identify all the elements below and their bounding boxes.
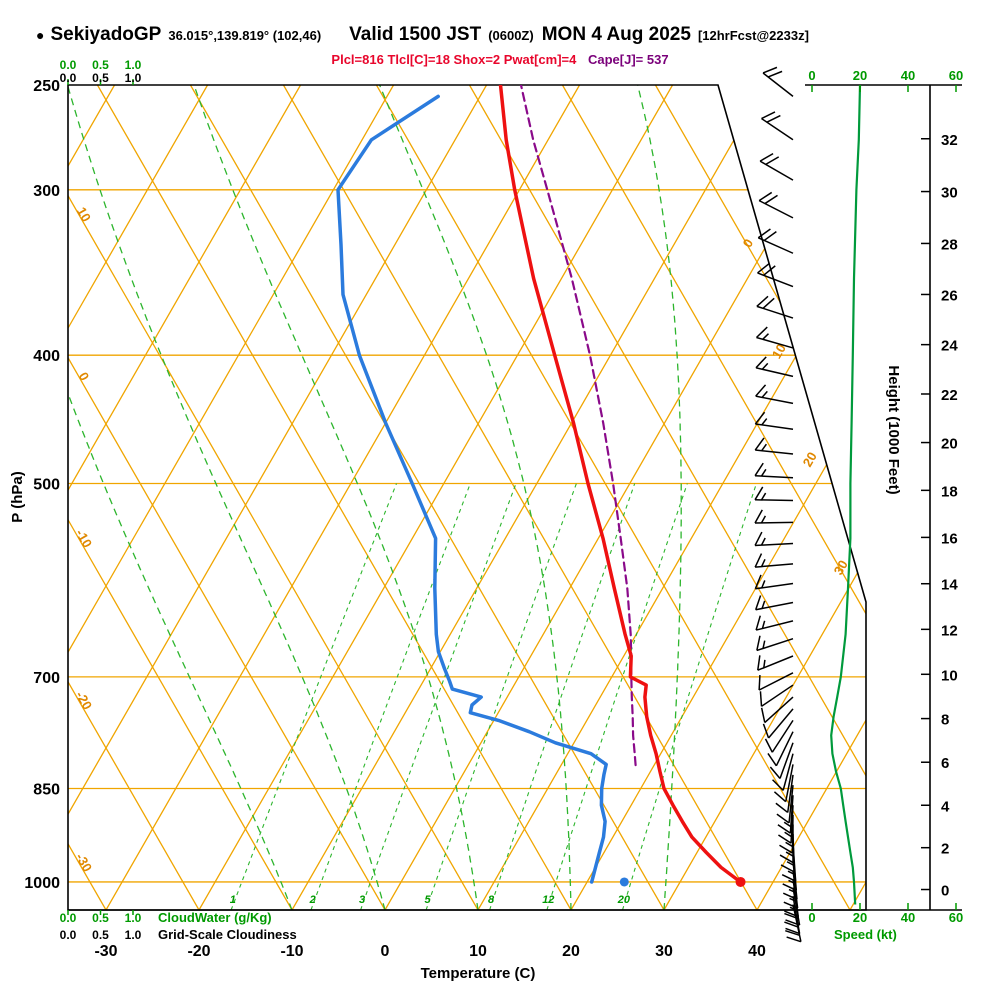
svg-text:5: 5 xyxy=(425,894,432,906)
svg-text:20: 20 xyxy=(853,68,867,83)
svg-text:3: 3 xyxy=(359,894,365,906)
forecast-tag: [12hrFcst@2233z] xyxy=(697,28,809,43)
svg-text:-10: -10 xyxy=(73,527,95,551)
svg-text:20: 20 xyxy=(853,910,867,925)
surface-markers xyxy=(619,876,746,887)
svg-text:0.5: 0.5 xyxy=(92,58,109,72)
speed-axis-title: Speed (kt) xyxy=(834,927,897,942)
svg-text:18: 18 xyxy=(941,483,958,500)
station-coords: 36.015°,139.819° (102,46) xyxy=(168,28,322,43)
svg-text:14: 14 xyxy=(941,577,958,594)
chart-title: ● SekiyadoGP 36.015°,139.819° (102,46) V… xyxy=(36,24,986,46)
pressure-axis-title: P (hPa) xyxy=(9,471,26,522)
svg-text:0.0: 0.0 xyxy=(60,928,77,942)
svg-text:4: 4 xyxy=(941,798,950,815)
svg-text:0.0: 0.0 xyxy=(60,71,77,85)
svg-text:0.5: 0.5 xyxy=(92,71,109,85)
svg-text:10: 10 xyxy=(74,204,94,224)
svg-text:0: 0 xyxy=(941,883,949,900)
svg-text:1: 1 xyxy=(230,894,236,906)
valid-date: MON 4 Aug 2025 xyxy=(541,24,691,45)
svg-text:300: 300 xyxy=(33,183,60,200)
svg-text:250: 250 xyxy=(33,78,60,95)
svg-text:26: 26 xyxy=(941,287,958,304)
svg-text:8: 8 xyxy=(941,712,949,729)
svg-text:700: 700 xyxy=(33,670,60,687)
svg-text:8: 8 xyxy=(488,894,495,906)
svg-text:40: 40 xyxy=(901,910,915,925)
svg-text:6: 6 xyxy=(941,755,949,772)
svg-text:1.0: 1.0 xyxy=(125,911,142,925)
wind-barbs xyxy=(754,66,802,943)
svg-text:0: 0 xyxy=(740,236,757,250)
svg-text:20: 20 xyxy=(562,943,580,960)
svg-text:10: 10 xyxy=(769,341,789,361)
station-bullet: ● xyxy=(36,27,45,43)
svg-text:40: 40 xyxy=(748,943,766,960)
station-name: SekiyadoGP xyxy=(50,24,162,45)
svg-text:12: 12 xyxy=(941,622,958,639)
svg-text:1000: 1000 xyxy=(24,875,60,892)
valid-time: Valid 1500 JST xyxy=(349,24,482,45)
plot-borders xyxy=(67,84,962,911)
svg-text:60: 60 xyxy=(949,68,963,83)
svg-text:-10: -10 xyxy=(280,943,303,960)
sounding-curves xyxy=(336,85,743,884)
svg-text:16: 16 xyxy=(941,530,958,547)
temperature-axis-title: Temperature (C) xyxy=(421,965,536,982)
svg-text:10: 10 xyxy=(941,667,958,684)
svg-text:60: 60 xyxy=(949,910,963,925)
svg-text:1.0: 1.0 xyxy=(125,928,142,942)
svg-text:0: 0 xyxy=(808,68,815,83)
svg-text:400: 400 xyxy=(33,348,60,365)
svg-text:32: 32 xyxy=(941,132,958,149)
svg-text:0: 0 xyxy=(381,943,390,960)
svg-text:22: 22 xyxy=(941,387,958,404)
svg-text:0: 0 xyxy=(76,370,93,384)
svg-text:1.0: 1.0 xyxy=(125,71,142,85)
moisture-grid-lines xyxy=(68,85,757,910)
wind-speed-profile xyxy=(830,84,862,905)
svg-text:10: 10 xyxy=(469,943,487,960)
svg-text:0.5: 0.5 xyxy=(92,928,109,942)
cloudwater-label: CloudWater (g/Kg) xyxy=(158,910,272,925)
cloudiness-label: Grid-Scale Cloudiness xyxy=(158,927,297,942)
height-axis-title: Height (1000 Feet) xyxy=(885,365,902,494)
indices-main: Plcl=816 Tlcl[C]=18 Shox=2 Pwat[cm]=4 xyxy=(331,52,577,67)
valid-zulu: (0600Z) xyxy=(488,28,534,43)
svg-text:20: 20 xyxy=(941,436,958,453)
svg-text:12: 12 xyxy=(542,894,554,906)
svg-text:0: 0 xyxy=(808,910,815,925)
svg-text:24: 24 xyxy=(941,338,958,355)
svg-text:2: 2 xyxy=(309,894,316,906)
svg-text:30: 30 xyxy=(655,943,673,960)
svg-text:500: 500 xyxy=(33,476,60,493)
svg-text:20: 20 xyxy=(617,894,631,906)
svg-text:0.0: 0.0 xyxy=(60,58,77,72)
svg-text:850: 850 xyxy=(33,782,60,799)
svg-text:28: 28 xyxy=(941,236,958,253)
stability-indices: Plcl=816 Tlcl[C]=18 Shox=2 Pwat[cm]=4 Ca… xyxy=(0,52,1000,67)
svg-text:2: 2 xyxy=(941,841,949,858)
svg-text:0.5: 0.5 xyxy=(92,911,109,925)
svg-text:-30: -30 xyxy=(73,851,95,875)
indices-cape: Cape[J]= 537 xyxy=(588,52,669,67)
svg-text:-20: -20 xyxy=(187,943,210,960)
svg-text:-20: -20 xyxy=(73,689,95,713)
svg-text:30: 30 xyxy=(941,185,958,202)
svg-text:1.0: 1.0 xyxy=(125,58,142,72)
svg-text:40: 40 xyxy=(901,68,915,83)
svg-text:0.0: 0.0 xyxy=(60,911,77,925)
svg-text:20: 20 xyxy=(800,449,820,469)
svg-text:30: 30 xyxy=(831,557,851,577)
svg-text:-30: -30 xyxy=(94,943,117,960)
